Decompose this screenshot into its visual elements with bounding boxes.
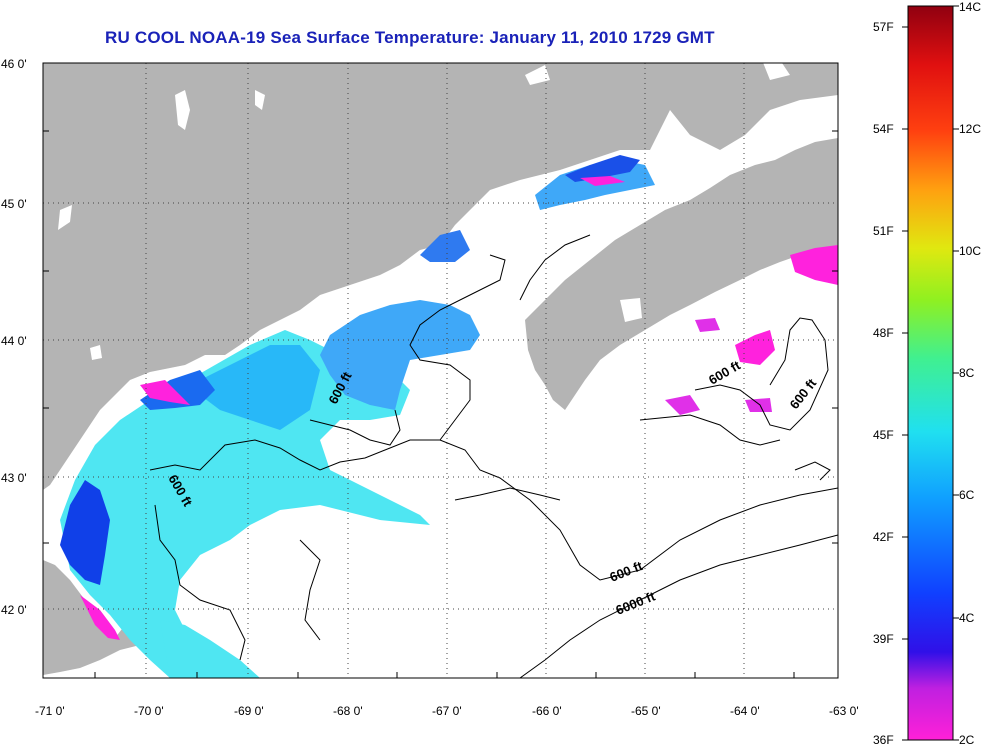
land-nova-scotia: [525, 138, 838, 410]
colorbar-f-36: 36F: [873, 733, 894, 747]
colorbar-c-14: 14C: [959, 0, 982, 14]
colorbar: [907, 5, 954, 741]
land-new-england: [43, 63, 838, 490]
lon-label-70: -70 0': [134, 704, 164, 718]
axis-ticks: [43, 130, 838, 678]
map-body: [43, 63, 838, 678]
land-lakes: [58, 63, 790, 360]
bathymetry-contours: [149, 234, 838, 678]
colorbar-f-51: 51F: [873, 224, 894, 238]
lat-label-42: 42 0': [1, 603, 27, 617]
lon-label-64: -64 0': [730, 704, 760, 718]
colorbar-c-6: 6C: [959, 488, 975, 502]
colorbar-f-54: 54F: [873, 122, 894, 136]
colorbar-ticks: [902, 5, 959, 741]
colorbar-f-42: 42F: [873, 530, 894, 544]
colorbar-f-57: 57F: [873, 20, 894, 34]
sst-patches: [60, 155, 838, 678]
colorbar-c-4: 4C: [959, 611, 975, 625]
lon-label-66: -66 0': [532, 704, 562, 718]
map-title: RU COOL NOAA-19 Sea Surface Temperature:…: [105, 28, 715, 47]
colorbar-c-8: 8C: [959, 366, 975, 380]
lon-label-68: -68 0': [333, 704, 363, 718]
colorbar-c-10: 10C: [959, 244, 982, 258]
colorbar-c-12: 12C: [959, 122, 982, 136]
colorbar-f-39: 39F: [873, 632, 894, 646]
map-frame: [42, 62, 839, 679]
lat-label-46: 46 0': [1, 57, 27, 71]
lon-label-67: -67 0': [432, 704, 462, 718]
colorbar-f-48: 48F: [873, 326, 894, 340]
lon-label-63: -63 0': [829, 704, 859, 718]
colorbar-f-45: 45F: [873, 428, 894, 442]
colorbar-c-2: 2C: [959, 733, 975, 747]
lat-label-43: 43 0': [1, 471, 27, 485]
land-cape-cod: [43, 560, 165, 675]
lon-label-65: -65 0': [631, 704, 661, 718]
lon-label-69: -69 0': [234, 704, 264, 718]
lon-label-71: -71 0': [35, 704, 65, 718]
lat-label-45: 45 0': [1, 197, 27, 211]
lat-label-44: 44 0': [1, 334, 27, 348]
